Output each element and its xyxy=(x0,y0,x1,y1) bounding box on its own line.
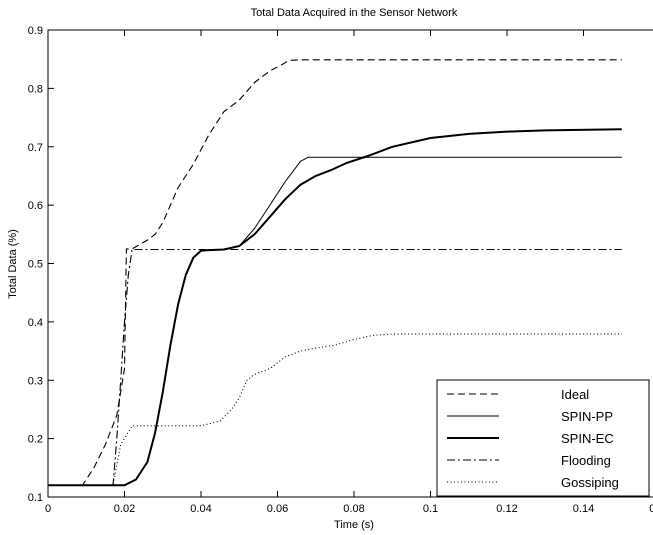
series-line-flooding xyxy=(48,248,622,486)
y-tick-label: 0.7 xyxy=(28,142,43,154)
x-axis: 0 0.02 0.04 0.06 0.08 0.1 0.12 0.14 0.16 xyxy=(45,30,653,515)
series-layer xyxy=(48,59,622,487)
y-tick-label: 0.3 xyxy=(28,375,43,387)
legend-label: Ideal xyxy=(561,387,589,402)
legend-label: SPIN-PP xyxy=(561,409,613,424)
series-line-ideal xyxy=(48,59,622,486)
x-tick-label: 0.06 xyxy=(267,503,288,515)
legend-label: Flooding xyxy=(561,453,611,468)
legend-label: SPIN-EC xyxy=(561,431,614,446)
y-tick-label: 0.1 xyxy=(28,492,43,504)
x-tick-label: 0.16 xyxy=(649,503,653,515)
series-line-spin-ec xyxy=(48,128,622,487)
x-axis-label: Time (s) xyxy=(334,519,374,531)
series-line-gossiping xyxy=(48,333,622,486)
y-tick-label: 0.4 xyxy=(28,317,43,329)
x-tick-label: 0.04 xyxy=(190,503,211,515)
y-tick-label: 0.8 xyxy=(28,83,43,95)
legend: Ideal SPIN-PP SPIN-EC Flooding Gossiping xyxy=(436,379,650,497)
x-tick-label: 0 xyxy=(45,503,51,515)
x-tick-label: 0.12 xyxy=(496,503,517,515)
legend-label: Gossiping xyxy=(561,475,619,490)
x-tick-label: 0.02 xyxy=(114,503,135,515)
chart-title: Total Data Acquired in the Sensor Networ… xyxy=(251,7,458,19)
x-tick-label: 0.1 xyxy=(423,503,438,515)
y-axis-label: Total Data (%) xyxy=(7,229,19,299)
y-tick-label: 0.9 xyxy=(28,25,43,37)
x-tick-label: 0.08 xyxy=(343,503,364,515)
y-tick-label: 0.6 xyxy=(28,200,43,212)
x-tick-label: 0.14 xyxy=(573,503,594,515)
y-tick-label: 0.5 xyxy=(28,259,43,271)
y-tick-label: 0.2 xyxy=(28,434,43,446)
y-axis: 0.1 0.2 0.3 0.4 0.5 0.6 0.7 0.8 0.9 xyxy=(28,25,54,504)
